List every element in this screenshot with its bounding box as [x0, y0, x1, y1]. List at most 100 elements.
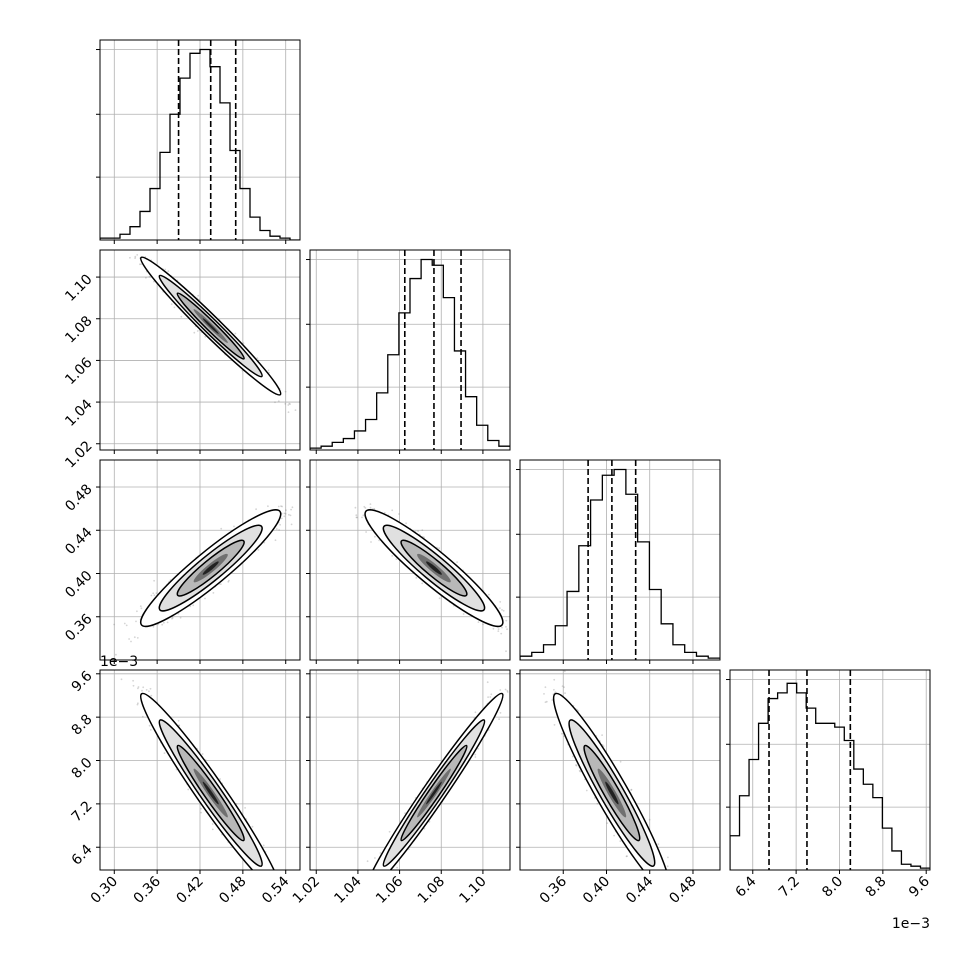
- sample-point: [139, 605, 142, 608]
- sample-point: [259, 870, 261, 872]
- sample-point: [140, 607, 143, 610]
- sample-point: [288, 513, 290, 516]
- sample-point: [141, 715, 144, 718]
- sample-point: [197, 294, 200, 297]
- sample-point: [417, 530, 419, 533]
- sample-point: [502, 609, 505, 612]
- sample-point: [462, 613, 465, 615]
- sample-point: [171, 617, 174, 619]
- sample-point: [456, 561, 458, 563]
- sample-point: [290, 508, 292, 511]
- sample-point: [501, 626, 503, 629]
- sample-point: [281, 505, 283, 508]
- sample-point: [361, 516, 363, 519]
- panels: 0.30 0.36 0.42 0.48 0.541.02 1.04 1.06 1.08 1.10…: [62, 39, 933, 932]
- sample-point: [284, 512, 287, 515]
- panel-3-0: [96, 669, 301, 890]
- sample-point: [499, 601, 502, 603]
- sample-point: [501, 609, 503, 611]
- sample-point: [497, 628, 500, 630]
- sample-point: [354, 506, 357, 509]
- sample-point: [196, 330, 199, 332]
- sample-point: [227, 580, 230, 583]
- panel-2-2: [516, 459, 721, 664]
- sample-point: [477, 621, 480, 623]
- sample-point: [211, 828, 214, 831]
- panel-frame: [519, 459, 721, 661]
- sample-point: [163, 752, 166, 754]
- sample-point: [267, 505, 269, 508]
- sample-point: [115, 653, 117, 656]
- sample-point: [356, 516, 358, 519]
- sample-point: [152, 592, 155, 595]
- sample-point: [365, 531, 367, 533]
- sample-point: [148, 275, 151, 278]
- sample-point: [277, 400, 280, 402]
- sample-point: [201, 753, 204, 755]
- sample-point: [124, 240, 126, 242]
- sample-point: [155, 592, 158, 594]
- sample-point: [285, 509, 287, 512]
- sample-point: [506, 628, 508, 631]
- sample-point: [244, 807, 247, 809]
- sample-point: [152, 625, 155, 628]
- sample-point: [134, 255, 137, 258]
- sample-point: [262, 888, 264, 890]
- histogram-1: [310, 258, 510, 450]
- sample-point: [500, 632, 503, 635]
- sample-point: [204, 335, 207, 338]
- sample-point: [219, 778, 222, 780]
- sample-point: [137, 702, 139, 705]
- sample-point: [278, 529, 280, 531]
- sample-point: [163, 621, 165, 624]
- panel-content: [100, 460, 306, 660]
- sample-point: [233, 525, 235, 528]
- sample-point: [291, 506, 294, 509]
- sample-point: [166, 621, 169, 624]
- sample-point: [280, 505, 282, 507]
- sample-point: [242, 342, 245, 344]
- sample-point: [363, 505, 366, 508]
- sample-point: [383, 511, 386, 514]
- sample-point: [287, 404, 290, 406]
- sample-point: [256, 357, 259, 359]
- sample-point: [132, 684, 135, 687]
- sample-point: [179, 616, 182, 619]
- sample-point: [482, 623, 484, 626]
- sample-point: [304, 503, 306, 505]
- sample-point: [369, 503, 372, 505]
- sample-point: [130, 640, 132, 643]
- density-level-4: [202, 318, 219, 334]
- histogram-2: [520, 468, 720, 660]
- sample-point: [219, 583, 222, 585]
- density-level-4: [202, 561, 219, 575]
- sample-point: [133, 636, 136, 639]
- sample-point: [261, 879, 263, 881]
- sample-point: [173, 306, 176, 309]
- sample-point: [136, 610, 138, 613]
- sample-point: [488, 593, 490, 596]
- sample-point: [505, 626, 507, 628]
- sample-point: [148, 690, 150, 693]
- sample-point: [177, 612, 180, 615]
- sample-point: [180, 315, 183, 318]
- sample-point: [137, 686, 140, 688]
- sample-point: [150, 594, 153, 597]
- sample-point: [200, 811, 203, 814]
- sample-point: [257, 549, 260, 551]
- sample-point: [136, 637, 139, 639]
- sample-point: [369, 506, 372, 509]
- sample-point: [140, 263, 143, 265]
- sample-point: [149, 729, 152, 731]
- sample-point: [127, 244, 129, 246]
- sample-point: [270, 877, 272, 879]
- sample-point: [193, 331, 196, 334]
- sample-point: [280, 517, 283, 520]
- panel-1-1: [306, 249, 511, 454]
- sample-point: [212, 592, 215, 594]
- panel-content: [100, 240, 300, 450]
- sample-point: [134, 257, 137, 259]
- sample-point: [438, 547, 440, 550]
- sample-point: [153, 280, 155, 283]
